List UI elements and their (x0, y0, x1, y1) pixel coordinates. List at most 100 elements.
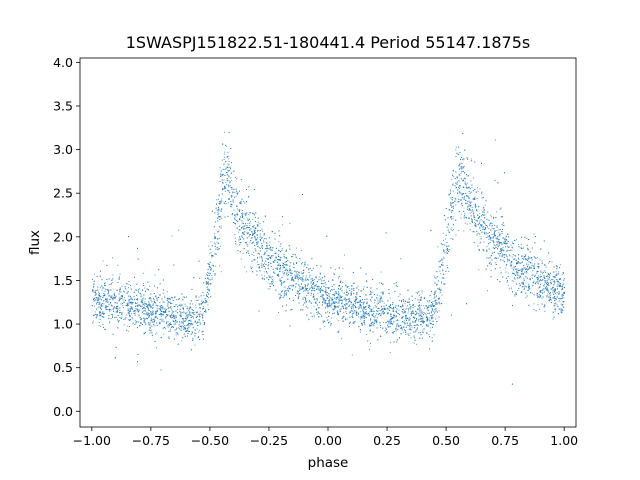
data-point (500, 248, 502, 250)
data-point (452, 216, 454, 218)
data-point (99, 298, 101, 300)
data-point (319, 314, 321, 316)
data-point (223, 131, 225, 133)
data-point (494, 245, 496, 247)
data-point (259, 250, 261, 252)
data-point (221, 174, 223, 176)
data-point (549, 298, 551, 300)
data-point (278, 259, 280, 261)
data-point (418, 320, 420, 322)
data-point (543, 285, 545, 287)
data-point (319, 312, 321, 314)
data-point (469, 229, 471, 231)
data-point (497, 252, 499, 254)
data-point (489, 223, 491, 225)
data-point (520, 244, 522, 246)
data-point (307, 307, 309, 309)
data-point (386, 307, 388, 309)
data-point (267, 288, 269, 290)
data-point (110, 283, 112, 285)
data-point (98, 299, 100, 301)
data-point (424, 307, 426, 309)
data-point (562, 284, 564, 286)
data-point (560, 303, 562, 305)
data-point (291, 277, 293, 279)
data-point (239, 201, 241, 203)
data-point (552, 318, 554, 320)
data-point (249, 225, 251, 226)
data-point (460, 217, 462, 219)
data-point (99, 296, 101, 298)
data-point (376, 322, 378, 324)
data-point (522, 247, 524, 249)
data-point (226, 178, 228, 180)
data-point (496, 230, 498, 231)
data-point (438, 301, 440, 303)
data-point (518, 243, 519, 245)
data-point (278, 275, 279, 277)
data-point (290, 270, 292, 272)
data-point (483, 210, 485, 212)
data-point (400, 258, 402, 260)
data-point (108, 292, 110, 294)
data-point (218, 198, 219, 200)
data-point (481, 193, 483, 195)
data-point (397, 323, 399, 325)
data-point (174, 315, 176, 317)
data-point (142, 288, 144, 290)
data-point (249, 241, 251, 243)
data-point (370, 300, 372, 302)
data-point (145, 307, 146, 309)
data-point (377, 300, 379, 302)
data-point (482, 211, 483, 213)
data-point (144, 287, 146, 289)
data-point (435, 290, 437, 292)
data-point (460, 198, 462, 200)
data-point (275, 253, 277, 255)
data-point (137, 305, 139, 307)
data-point (547, 290, 549, 292)
data-point (452, 218, 454, 220)
data-point (343, 298, 345, 300)
data-point (472, 210, 474, 212)
data-point (333, 301, 335, 303)
data-point (185, 305, 187, 307)
data-point (131, 302, 133, 304)
data-point (388, 323, 390, 325)
data-point (262, 278, 264, 280)
data-point (269, 256, 271, 258)
data-point (538, 263, 540, 265)
data-point (111, 282, 113, 284)
data-point (342, 268, 344, 270)
data-point (142, 272, 144, 274)
data-point (562, 283, 564, 285)
data-point (551, 278, 552, 280)
data-point (413, 316, 415, 318)
data-point (286, 290, 288, 292)
data-point (477, 187, 478, 189)
data-point (330, 267, 332, 269)
data-point (469, 192, 471, 194)
data-point (387, 312, 389, 314)
data-point (228, 186, 230, 188)
data-point (544, 281, 546, 283)
data-point (240, 200, 242, 202)
data-point (94, 311, 96, 313)
data-point (543, 240, 545, 242)
data-point (102, 305, 104, 307)
data-point (113, 297, 115, 299)
data-point (242, 252, 244, 254)
data-point (109, 322, 110, 324)
data-point (418, 310, 420, 312)
data-point (152, 311, 154, 313)
data-point (405, 331, 407, 333)
data-point (197, 321, 198, 323)
data-point (517, 290, 519, 291)
data-point (343, 315, 345, 317)
data-point (345, 303, 347, 305)
data-point (105, 285, 106, 286)
data-point (240, 258, 242, 260)
data-point (415, 313, 417, 315)
data-point (377, 308, 379, 309)
data-point (265, 258, 267, 259)
